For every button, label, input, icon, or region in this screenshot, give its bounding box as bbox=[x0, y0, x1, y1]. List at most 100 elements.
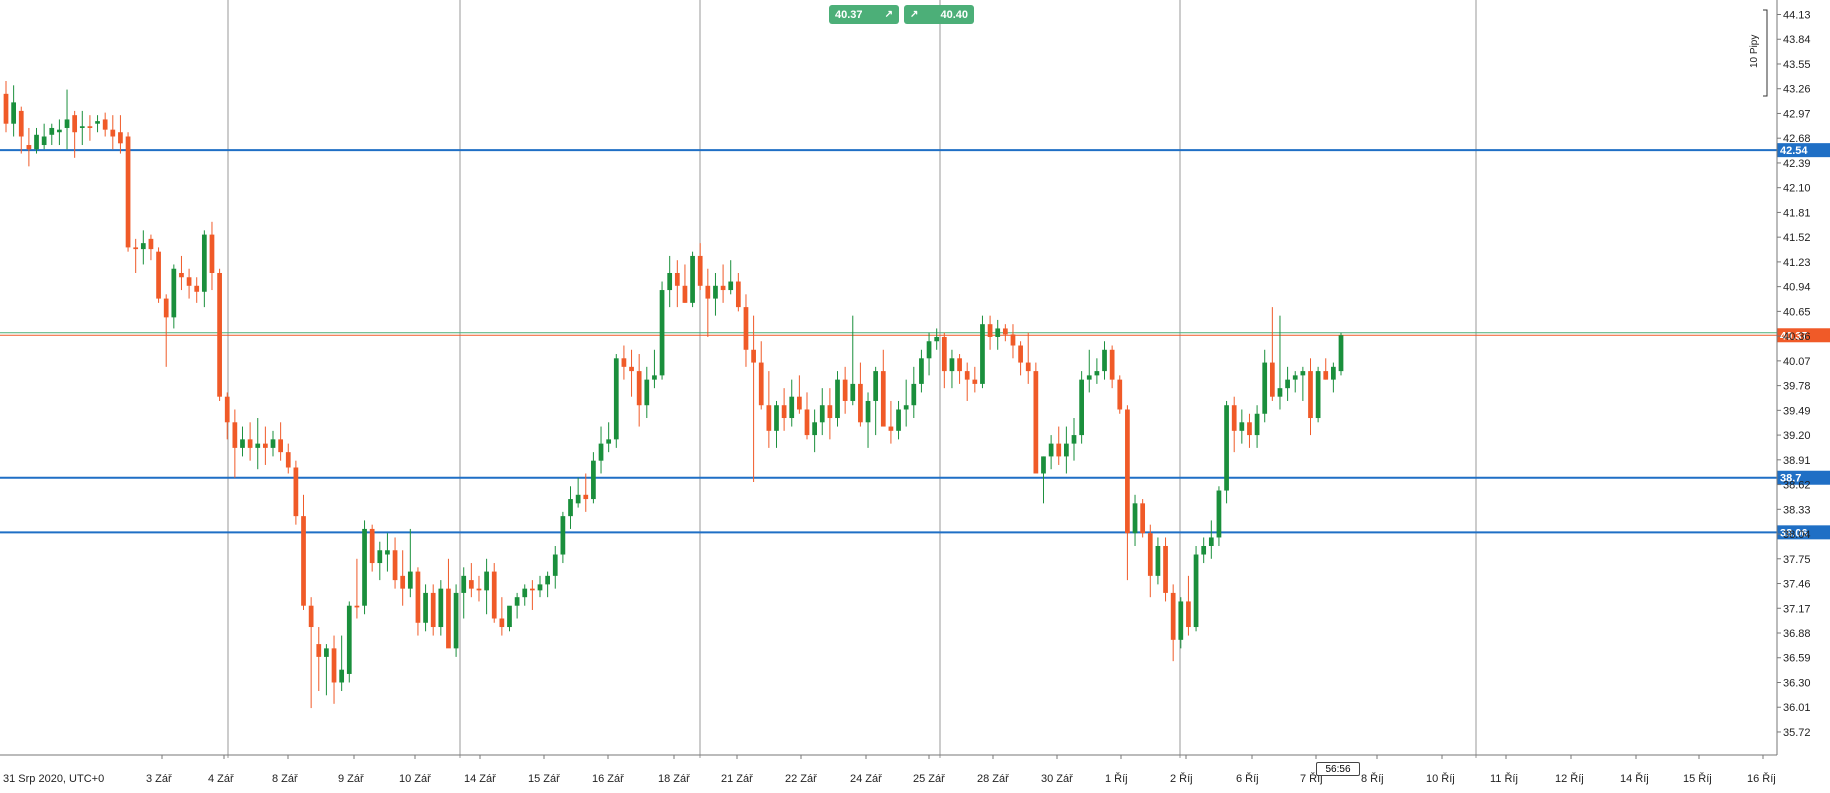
candle-body bbox=[232, 422, 238, 448]
candle bbox=[682, 264, 688, 303]
candle bbox=[1331, 362, 1336, 393]
candle bbox=[1147, 524, 1153, 598]
grid-layer bbox=[227, 0, 1477, 758]
candle-body bbox=[331, 648, 337, 683]
candle-body bbox=[95, 121, 100, 124]
candle-body bbox=[1010, 334, 1016, 346]
candle bbox=[18, 106, 24, 154]
candle-body bbox=[1193, 554, 1199, 628]
x-tick-label: 10 Zář bbox=[399, 773, 431, 785]
candle-body bbox=[926, 341, 932, 359]
candle bbox=[1117, 375, 1123, 414]
candle bbox=[957, 354, 962, 384]
candle-body bbox=[362, 528, 367, 606]
candles bbox=[3, 81, 1344, 709]
candle bbox=[240, 426, 245, 457]
candle-body bbox=[301, 516, 306, 606]
x-tick-label: 10 Říj bbox=[1426, 772, 1455, 785]
candle bbox=[1338, 332, 1344, 376]
candle bbox=[468, 563, 474, 598]
candle-body bbox=[1308, 371, 1313, 419]
candle bbox=[781, 388, 787, 431]
candle-body bbox=[26, 145, 32, 150]
candle-body bbox=[957, 358, 962, 372]
candle bbox=[179, 255, 184, 291]
candle-body bbox=[263, 443, 268, 448]
candle bbox=[888, 400, 894, 444]
x-tick-label: 4 Zář bbox=[208, 773, 234, 785]
candle bbox=[713, 272, 718, 316]
candle bbox=[247, 422, 253, 461]
candle-body bbox=[1338, 335, 1344, 372]
candle bbox=[72, 110, 78, 158]
candle bbox=[751, 315, 756, 483]
candle-body bbox=[1208, 537, 1214, 546]
candle bbox=[102, 112, 108, 137]
buy-button[interactable]: ↗ 40.40 bbox=[904, 5, 974, 24]
x-tick-label: 12 Říj bbox=[1555, 772, 1584, 785]
candle bbox=[1323, 358, 1329, 380]
sell-button[interactable]: 40.37 ↗ bbox=[829, 5, 899, 24]
candle bbox=[774, 400, 779, 448]
candle-body bbox=[438, 588, 444, 628]
candle bbox=[644, 366, 650, 419]
candle-body bbox=[522, 588, 528, 598]
candle bbox=[148, 234, 154, 261]
candle-body bbox=[1201, 545, 1207, 555]
candle bbox=[1086, 349, 1092, 393]
candle bbox=[1201, 537, 1207, 564]
candle bbox=[171, 264, 177, 329]
candle-body bbox=[690, 255, 695, 303]
candle-body bbox=[781, 405, 787, 419]
y-tick-label: 43.55 bbox=[1783, 59, 1811, 71]
candle bbox=[476, 575, 482, 602]
candle-body bbox=[903, 405, 909, 410]
candle bbox=[385, 533, 390, 572]
candle bbox=[591, 452, 596, 504]
y-tick-label: 39.49 bbox=[1783, 405, 1811, 417]
candle-body bbox=[1224, 405, 1229, 491]
candle bbox=[1224, 400, 1229, 504]
candle bbox=[743, 294, 749, 367]
candle bbox=[530, 580, 535, 610]
candle-body bbox=[171, 268, 177, 318]
candle-body bbox=[1269, 362, 1275, 397]
x-tick-label: 3 Zář bbox=[146, 773, 172, 785]
candle-body bbox=[1056, 443, 1062, 457]
candle-body bbox=[972, 379, 978, 384]
candle-body bbox=[1285, 379, 1290, 389]
candle bbox=[57, 119, 62, 146]
candle bbox=[858, 362, 863, 427]
candle-body bbox=[468, 580, 474, 589]
candle-body bbox=[377, 550, 383, 564]
candle bbox=[606, 422, 612, 453]
candle-body bbox=[369, 528, 375, 564]
candle-body bbox=[1163, 545, 1168, 593]
candle bbox=[308, 597, 314, 709]
candle bbox=[491, 563, 497, 623]
candle bbox=[293, 460, 299, 525]
candle bbox=[79, 110, 85, 146]
candle bbox=[26, 127, 32, 167]
candle bbox=[1079, 371, 1084, 444]
candle bbox=[400, 550, 406, 606]
candle-body bbox=[461, 575, 467, 593]
candle-body bbox=[1178, 601, 1184, 640]
candle-body bbox=[819, 405, 825, 423]
y-tick-label: 40.36 bbox=[1783, 331, 1811, 343]
y-tick-label: 41.52 bbox=[1783, 232, 1811, 244]
candle bbox=[880, 349, 886, 427]
candle bbox=[636, 354, 642, 427]
candle-body bbox=[682, 285, 688, 303]
current-price-tag bbox=[1777, 328, 1830, 343]
pip-scale-bracket bbox=[1763, 9, 1768, 97]
candle bbox=[255, 418, 261, 470]
candle bbox=[728, 260, 734, 295]
candle-body bbox=[850, 383, 856, 401]
y-tick-label: 40.65 bbox=[1783, 306, 1811, 318]
candle-body bbox=[735, 281, 741, 308]
candle bbox=[911, 366, 917, 419]
candle-body bbox=[1300, 371, 1306, 376]
